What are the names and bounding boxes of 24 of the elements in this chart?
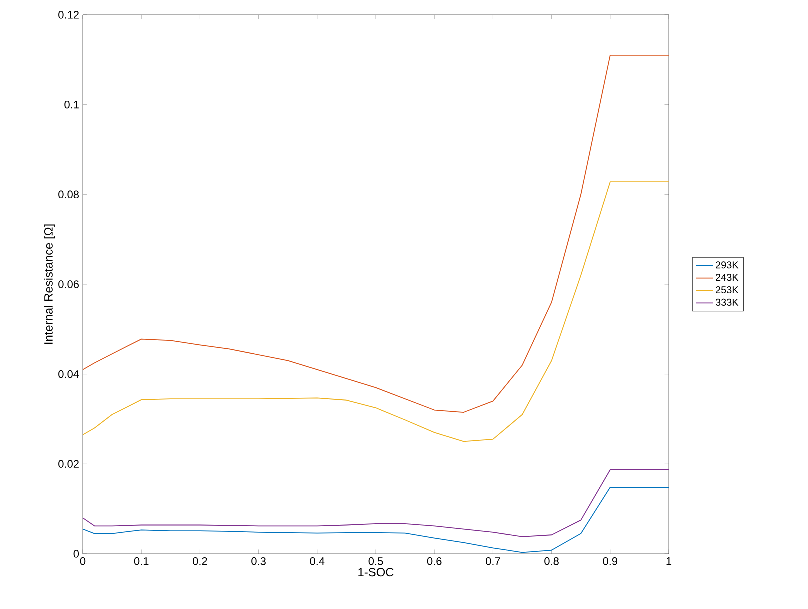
x-tick-label: 0.7 <box>486 558 500 566</box>
y-tick-label: 0.04 <box>58 370 80 378</box>
y-axis-title: Internal Resistance [Ω] <box>44 224 56 344</box>
x-tick-label: 0.6 <box>427 558 442 566</box>
x-tick-label: 0.8 <box>544 558 559 566</box>
y-tick-label: 0.08 <box>58 190 79 199</box>
x-tick-label: 0.5 <box>368 558 384 566</box>
y-tick-label: 0.12 <box>58 11 79 19</box>
y-tick-label: 0.06 <box>58 280 79 288</box>
x-tick-label: 0.4 <box>310 558 325 566</box>
x-tick-label: 0.2 <box>193 558 208 566</box>
x-tick-label: 0.1 <box>134 558 149 566</box>
x-tick-label: 0.3 <box>252 558 266 566</box>
x-axis-title: 1-SOC <box>358 568 394 577</box>
y-tick-label: 0.1 <box>64 100 79 109</box>
y-tick-label: 0.02 <box>58 460 79 468</box>
legend-label: 293K <box>716 262 739 269</box>
y-tick-label: 0 <box>74 550 80 558</box>
legend-label: 253K <box>716 286 739 294</box>
x-tick-label: 0 <box>80 558 86 566</box>
x-tick-label: 1 <box>666 558 672 566</box>
legend-label: 243K <box>716 274 739 282</box>
x-tick-label: 0.9 <box>603 558 618 566</box>
legend-label: 333K <box>716 298 739 306</box>
